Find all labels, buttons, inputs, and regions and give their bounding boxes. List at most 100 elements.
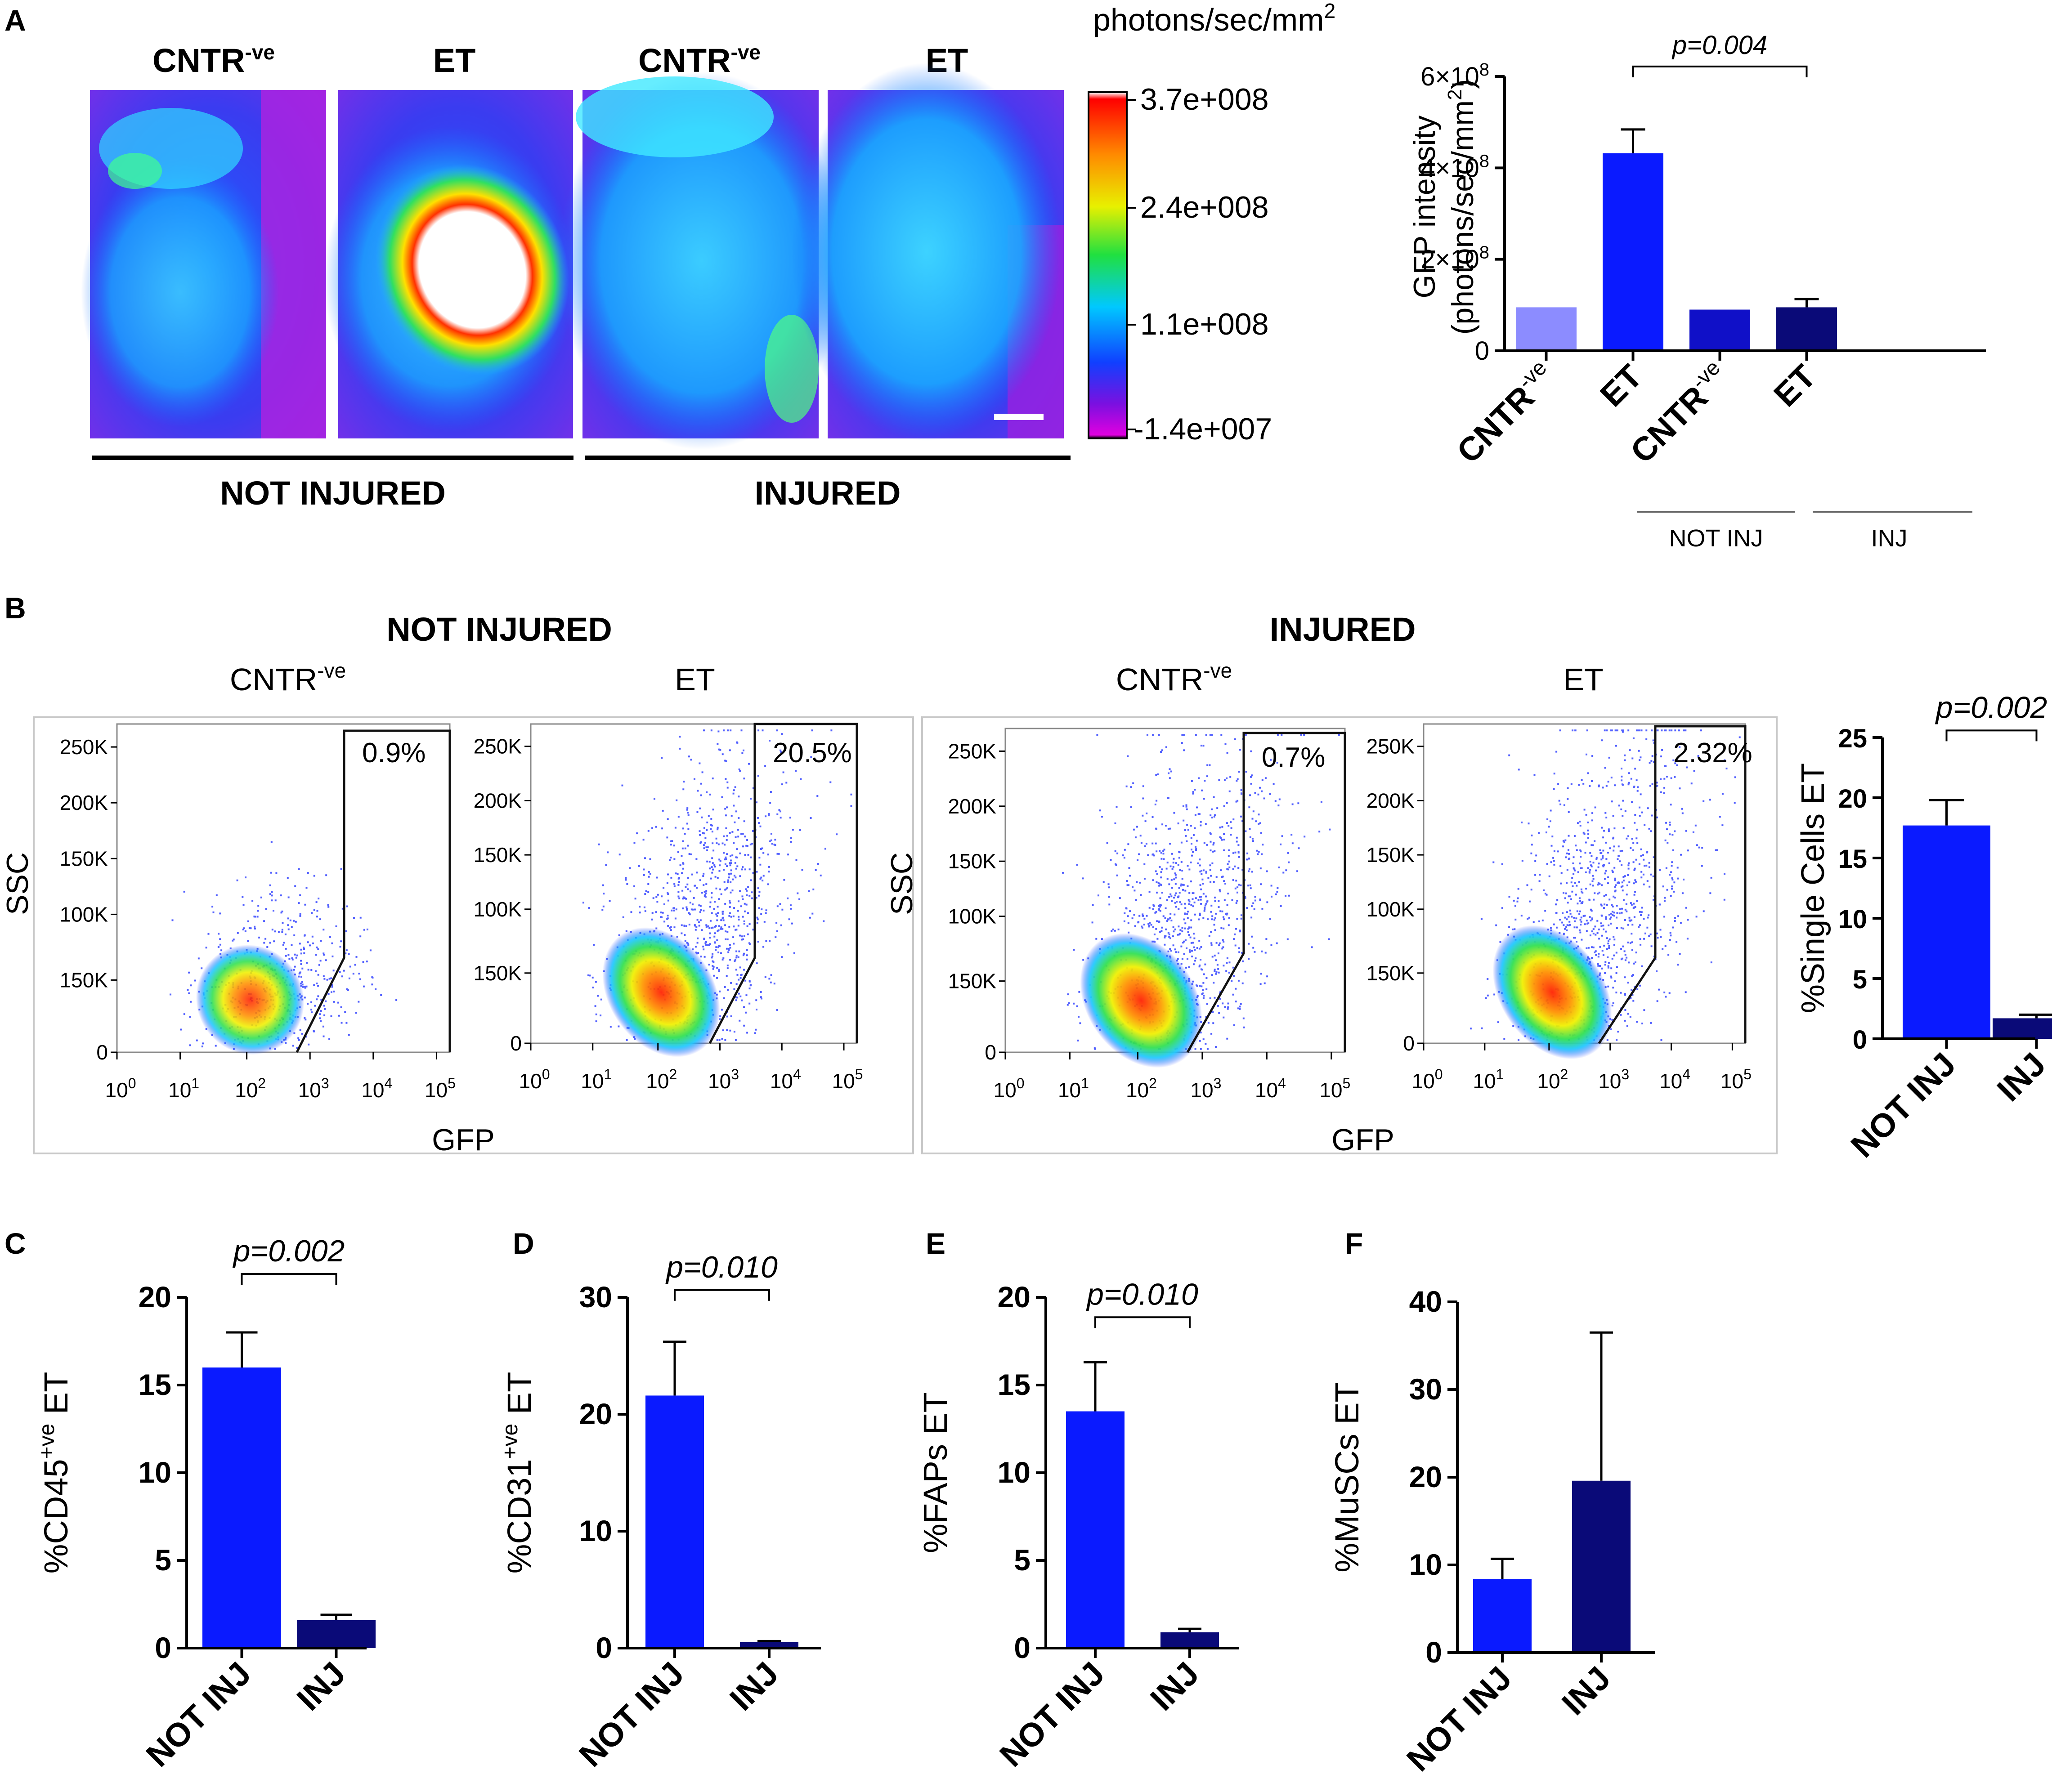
undefined-bar bbox=[202, 1367, 281, 1648]
undefined-xtick-label: INJ bbox=[1143, 1655, 1206, 1718]
facs-xtick-label: 105 bbox=[1720, 1066, 1752, 1093]
undefined-pvalue-bracket bbox=[674, 1289, 770, 1301]
facs-gate-percent: 0.9% bbox=[362, 737, 426, 769]
undefined-ytick-label: 0 bbox=[1014, 1631, 1030, 1664]
undefined-ytick-label: 10 bbox=[139, 1456, 171, 1489]
undefined-ytick-label: 10 bbox=[1838, 905, 1867, 934]
facs-xtick-label: 105 bbox=[425, 1075, 456, 1102]
fluorescence-image-4 bbox=[792, 63, 1064, 441]
facs-ytick-label: 250K bbox=[474, 735, 522, 758]
image-title-1: CNTR-ve bbox=[152, 40, 275, 79]
undefined-ylabel: %Single Cells ET bbox=[1795, 763, 1831, 1013]
colorbar: photons/sec/mm2 3.7e+008 2.4e+008 1.1e+0… bbox=[1088, 0, 1335, 446]
undefined-pvalue: p=0.004 bbox=[1671, 31, 1767, 60]
facs-xlabel-2: GFP bbox=[1331, 1123, 1394, 1157]
facs-ytick-label: 250K bbox=[1367, 735, 1415, 758]
undefined-ytick-label: 15 bbox=[139, 1368, 171, 1401]
undefined-bar bbox=[1572, 1480, 1631, 1653]
undefined-ytick-label: 15 bbox=[1838, 845, 1867, 874]
undefined-ytick-label: 20 bbox=[1409, 1460, 1442, 1493]
facs-xtick-label: 101 bbox=[1473, 1066, 1504, 1093]
chart-a-ylabel-2: (photons/sec/mm2) bbox=[1444, 79, 1480, 335]
undefined-ytick-label: 20 bbox=[579, 1397, 612, 1430]
undefined-xtick-label: CNTR-ve bbox=[1622, 356, 1736, 470]
facs-xtick-label: 103 bbox=[1598, 1066, 1629, 1093]
undefined-ytick-label: 0 bbox=[596, 1631, 612, 1664]
undefined-xtick-label: NOT INJ bbox=[992, 1655, 1111, 1774]
undefined-pvalue-bracket bbox=[1094, 1316, 1191, 1328]
undefined-bar bbox=[1160, 1632, 1219, 1648]
facs-ytick-label: 200K bbox=[948, 795, 997, 818]
undefined-bar bbox=[1516, 307, 1577, 351]
undefined-xtick-label: NOT INJ bbox=[1844, 1046, 1963, 1165]
colorbar-tick-2: 2.4e+008 bbox=[1140, 190, 1269, 224]
facs-ytick-label: 250K bbox=[60, 735, 108, 759]
chart-f-muscs: 0 10 20 30 40 NOT INJ INJ %MuSCs ET bbox=[1328, 1285, 1655, 1779]
facs-xtick-label: 100 bbox=[1412, 1066, 1443, 1093]
facs-gate bbox=[1598, 725, 1747, 1044]
undefined-xtick-label: INJ bbox=[1555, 1659, 1617, 1722]
facs-gate-percent: 20.5% bbox=[773, 737, 852, 769]
facs-ytick-label: 200K bbox=[60, 791, 108, 814]
facs-plot-2: ET 20.5% 250K 200K 150K 100K 150K 0 100 101 102 103… bbox=[474, 662, 863, 1093]
undefined-ylabel: %MuSCs ET bbox=[1328, 1382, 1366, 1573]
facs-xtick-label: 105 bbox=[832, 1066, 863, 1093]
facs-xtick-label: 100 bbox=[994, 1075, 1025, 1102]
facs-plot-3: CNTR-ve 0.7% 250K 200K 150K 100K 150K 0 100 101 10… bbox=[948, 659, 1351, 1102]
undefined-ytick-label: 30 bbox=[1409, 1372, 1442, 1406]
undefined-bar bbox=[1903, 825, 1990, 1039]
undefined-xtick-label: INJ bbox=[1990, 1046, 2052, 1108]
undefined-bar bbox=[1603, 153, 1663, 351]
facs-ytick-label: 150K bbox=[1367, 961, 1415, 985]
undefined-ytick-label: 20 bbox=[1838, 784, 1867, 813]
facs-ytick-label: 200K bbox=[474, 789, 522, 812]
undefined-ytick-label: 20 bbox=[998, 1280, 1030, 1314]
undefined-pvalue-bracket bbox=[241, 1273, 337, 1285]
facs-xtick-label: 103 bbox=[1190, 1075, 1221, 1102]
undefined-bar bbox=[1066, 1411, 1125, 1648]
undefined-ytick-label: 2×108 bbox=[1420, 243, 1489, 274]
undefined-bar bbox=[1776, 307, 1837, 351]
facs-ytick-label: 100K bbox=[474, 898, 522, 921]
facs-density-core bbox=[1080, 933, 1202, 1068]
scale-bar bbox=[994, 414, 1044, 420]
facs-xtick-label: 103 bbox=[708, 1066, 739, 1093]
facs-plot-title: CNTR-ve bbox=[1116, 659, 1232, 697]
facs-density-core bbox=[1492, 925, 1612, 1059]
group-label-injured: INJURED bbox=[755, 474, 901, 512]
undefined-ylabel: %CD31+ve ET bbox=[498, 1372, 538, 1574]
panel-letter-f: F bbox=[1345, 1227, 1363, 1260]
facs-xtick-label: 102 bbox=[646, 1066, 677, 1093]
chart-b-single-cells: 0 5 10 15 20 25 NOT INJ INJ %Single Cells ET p=0.… bbox=[1795, 690, 2052, 1165]
fluorescence-image-2 bbox=[324, 90, 576, 438]
panel-letter-c: C bbox=[4, 1227, 26, 1260]
facs-gate bbox=[1186, 732, 1346, 1053]
facs-plot-1: CNTR-ve 0.9% 250K 200K 150K 100K 150K 0 100 101 10… bbox=[60, 659, 456, 1102]
facs-xtick-label: 102 bbox=[235, 1075, 266, 1102]
undefined-ytick-label: 0 bbox=[1425, 1636, 1442, 1669]
group-label-inj: INJ bbox=[1871, 525, 1908, 552]
undefined-ytick-label: 4×108 bbox=[1420, 151, 1489, 183]
undefined-bar bbox=[740, 1642, 798, 1648]
facs-xtick-label: 100 bbox=[519, 1066, 550, 1093]
facs-xtick-label: 103 bbox=[298, 1075, 329, 1102]
facs-xtick-label: 104 bbox=[361, 1075, 392, 1102]
undefined-xtick-label: NOT INJ bbox=[572, 1655, 691, 1774]
panel-letter-a: A bbox=[4, 4, 26, 37]
colorbar-unit: photons/sec/mm2 bbox=[1093, 0, 1335, 37]
facs-xtick-label: 104 bbox=[770, 1066, 801, 1093]
undefined-pvalue-bracket bbox=[1632, 65, 1808, 77]
undefined-ytick-label: 20 bbox=[139, 1280, 171, 1314]
undefined-ytick-label: 40 bbox=[1409, 1285, 1442, 1318]
facs-ytick-label: 0 bbox=[96, 1041, 108, 1064]
image-titles-a: CNTR-ve ET CNTR-ve ET bbox=[152, 40, 968, 79]
facs-xlabel-1: GFP bbox=[432, 1123, 495, 1157]
undefined-bar bbox=[645, 1395, 704, 1648]
undefined-ytick-label: 5 bbox=[155, 1543, 171, 1577]
facs-density-core bbox=[196, 944, 305, 1055]
undefined-pvalue-bracket bbox=[1945, 729, 2038, 742]
facs-plot-title: ET bbox=[1563, 662, 1603, 697]
facs-ytick-label: 150K bbox=[1367, 843, 1415, 867]
facs-ytick-label: 150K bbox=[474, 843, 522, 867]
